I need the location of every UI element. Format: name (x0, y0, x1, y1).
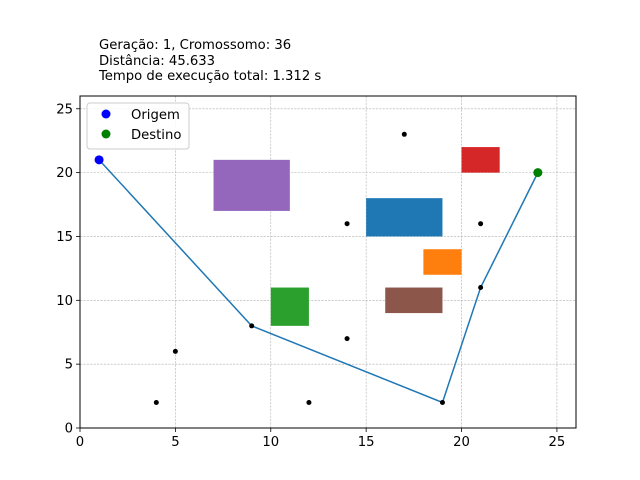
obstacle-rect (213, 159, 290, 211)
waypoint-marker (401, 131, 407, 137)
legend: Origem Destino (86, 102, 190, 150)
waypoint-marker (478, 221, 484, 227)
route-layer (98, 159, 539, 404)
legend-marker (101, 129, 111, 139)
y-tick-label: 10 (56, 294, 73, 309)
obstacle-rect (366, 198, 443, 237)
x-tick-label: 15 (358, 435, 375, 450)
waypoint-marker (478, 285, 484, 291)
x-tick-label: 10 (262, 435, 279, 450)
legend-label: Origem (131, 108, 180, 123)
waypoint-marker (153, 399, 159, 405)
execution-time-label: Tempo de execução total: 1.312 s (99, 69, 322, 85)
route-line (98, 159, 539, 404)
legend-marker (101, 109, 111, 119)
legend-label: Destino (131, 128, 181, 143)
waypoint-marker (344, 221, 350, 227)
x-tick-label: 25 (549, 435, 566, 450)
obstacles-layer (213, 147, 500, 326)
plot-frame (79, 95, 577, 429)
y-tick-label: 25 (56, 102, 73, 117)
x-tick-label: 5 (171, 435, 179, 450)
y-tick-label: 15 (56, 230, 73, 245)
generation-label: Geração: 1, Cromossomo: 36 (99, 38, 292, 53)
axis-ticks: 0 5 10 15 20 25 0 5 10 15 20 25 (56, 102, 565, 450)
chart-title-block: Geração: 1, Cromossomo: 36 Distância: 45… (99, 38, 321, 85)
points-layer (94, 131, 543, 405)
waypoint-marker (172, 348, 178, 354)
y-tick-label: 0 (65, 422, 73, 437)
origin-marker (94, 155, 104, 165)
waypoint-marker (439, 399, 445, 405)
waypoint-marker (344, 336, 350, 342)
y-tick-label: 5 (65, 358, 73, 373)
destination-marker (533, 168, 543, 178)
obstacle-rect (385, 287, 443, 314)
distance-label: Distância: 45.633 (99, 53, 216, 69)
x-tick-label: 20 (453, 435, 470, 450)
waypoint-marker (249, 323, 255, 329)
legend-box (86, 102, 190, 150)
waypoint-marker (306, 399, 312, 405)
obstacle-rect (423, 249, 462, 275)
y-tick-label: 20 (56, 166, 73, 181)
x-tick-label: 0 (76, 435, 84, 450)
obstacle-rect (461, 147, 500, 173)
obstacle-rect (270, 287, 309, 326)
